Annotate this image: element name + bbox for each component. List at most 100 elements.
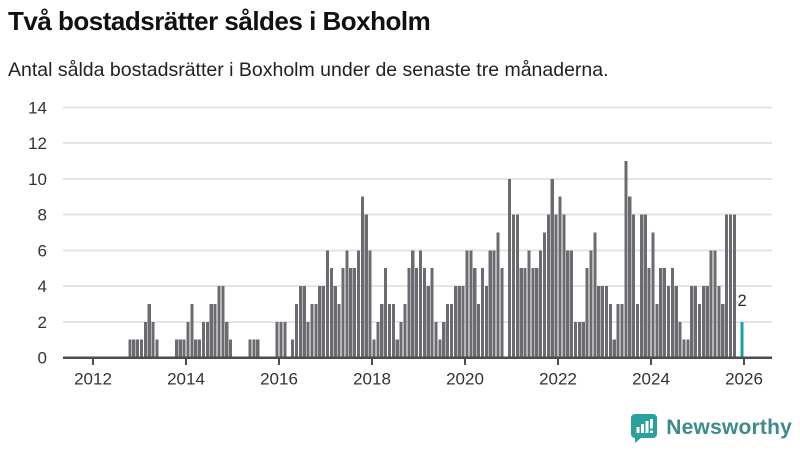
bar[interactable] <box>484 286 488 358</box>
bar[interactable] <box>562 214 566 358</box>
bar[interactable] <box>143 321 147 358</box>
bar[interactable] <box>376 321 380 358</box>
bar[interactable] <box>306 321 310 358</box>
bar[interactable] <box>655 303 659 358</box>
bar[interactable] <box>593 232 597 358</box>
bar[interactable] <box>639 214 643 358</box>
bar[interactable] <box>659 268 663 358</box>
bar[interactable] <box>519 268 523 358</box>
bar[interactable] <box>349 268 353 358</box>
bar[interactable] <box>531 268 535 358</box>
bar[interactable] <box>302 286 306 358</box>
bar[interactable] <box>694 286 698 358</box>
bar[interactable] <box>515 214 519 358</box>
bar[interactable] <box>372 339 376 358</box>
bar[interactable] <box>570 250 574 358</box>
bar[interactable] <box>291 339 295 358</box>
bar[interactable] <box>542 232 546 358</box>
bar[interactable] <box>283 321 287 358</box>
bar[interactable] <box>198 339 202 358</box>
bar[interactable] <box>136 339 140 358</box>
bar[interactable] <box>527 250 531 358</box>
bar[interactable] <box>713 250 717 358</box>
bar[interactable] <box>139 339 143 358</box>
bar[interactable] <box>632 214 636 358</box>
bar[interactable] <box>345 250 349 358</box>
bar[interactable] <box>558 196 562 358</box>
bar[interactable] <box>380 303 384 358</box>
bar[interactable] <box>155 339 159 358</box>
bar[interactable] <box>353 268 357 358</box>
bar[interactable] <box>608 303 612 358</box>
bar[interactable] <box>701 286 705 358</box>
bar[interactable] <box>477 303 481 358</box>
bar[interactable] <box>329 268 333 358</box>
bar[interactable] <box>690 286 694 358</box>
bar[interactable] <box>248 339 252 358</box>
bar[interactable] <box>430 268 434 358</box>
bar[interactable] <box>546 214 550 358</box>
highlighted-latest-bar[interactable] <box>740 321 744 358</box>
bar[interactable] <box>577 321 581 358</box>
bar[interactable] <box>275 321 279 358</box>
bar[interactable] <box>221 286 225 358</box>
bar[interactable] <box>651 232 655 358</box>
bar[interactable] <box>500 268 504 358</box>
bar[interactable] <box>686 339 690 358</box>
bar[interactable] <box>473 268 477 358</box>
bar[interactable] <box>360 196 364 358</box>
bar[interactable] <box>151 321 155 358</box>
bar[interactable] <box>725 214 729 358</box>
bar[interactable] <box>337 303 341 358</box>
bar[interactable] <box>663 268 667 358</box>
bar[interactable] <box>128 339 132 358</box>
bar[interactable] <box>496 232 500 358</box>
bar[interactable] <box>705 286 709 358</box>
bar[interactable] <box>182 339 186 358</box>
bar[interactable] <box>678 321 682 358</box>
bar[interactable] <box>213 303 217 358</box>
bar[interactable] <box>728 214 732 358</box>
bar[interactable] <box>721 303 725 358</box>
bar[interactable] <box>217 286 221 358</box>
bar[interactable] <box>535 268 539 358</box>
bar[interactable] <box>585 268 589 358</box>
bar[interactable] <box>399 321 403 358</box>
bar[interactable] <box>229 339 233 358</box>
bar[interactable] <box>194 339 198 358</box>
newsworthy-logo[interactable]: Newsworthy <box>630 413 792 443</box>
bar[interactable] <box>624 160 628 358</box>
bar[interactable] <box>356 250 360 358</box>
bar[interactable] <box>616 303 620 358</box>
bar[interactable] <box>325 250 329 358</box>
bar[interactable] <box>709 250 713 358</box>
bar[interactable] <box>666 286 670 358</box>
bar[interactable] <box>391 303 395 358</box>
bar[interactable] <box>601 286 605 358</box>
bar[interactable] <box>318 286 322 358</box>
bar[interactable] <box>186 321 190 358</box>
bar[interactable] <box>190 303 194 358</box>
bar[interactable] <box>279 321 283 358</box>
bar[interactable] <box>488 250 492 358</box>
bar[interactable] <box>732 214 736 358</box>
bar[interactable] <box>434 321 438 358</box>
bar[interactable] <box>449 303 453 358</box>
bar[interactable] <box>465 250 469 358</box>
bar[interactable] <box>523 268 527 358</box>
bar[interactable] <box>717 286 721 358</box>
bar[interactable] <box>628 196 632 358</box>
bar[interactable] <box>446 303 450 358</box>
bar[interactable] <box>581 321 585 358</box>
bar[interactable] <box>314 303 318 358</box>
bar[interactable] <box>411 250 415 358</box>
bar[interactable] <box>480 268 484 358</box>
bar[interactable] <box>310 303 314 358</box>
bar[interactable] <box>511 214 515 358</box>
bar[interactable] <box>364 214 368 358</box>
bar[interactable] <box>604 286 608 358</box>
bar[interactable] <box>566 250 570 358</box>
bar[interactable] <box>387 303 391 358</box>
bar[interactable] <box>298 286 302 358</box>
bar[interactable] <box>674 286 678 358</box>
